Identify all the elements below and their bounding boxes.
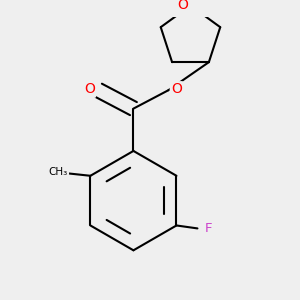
Text: O: O <box>171 82 182 97</box>
Text: O: O <box>84 82 95 97</box>
Text: F: F <box>205 222 212 235</box>
Text: CH₃: CH₃ <box>49 167 68 177</box>
Text: O: O <box>178 0 189 12</box>
